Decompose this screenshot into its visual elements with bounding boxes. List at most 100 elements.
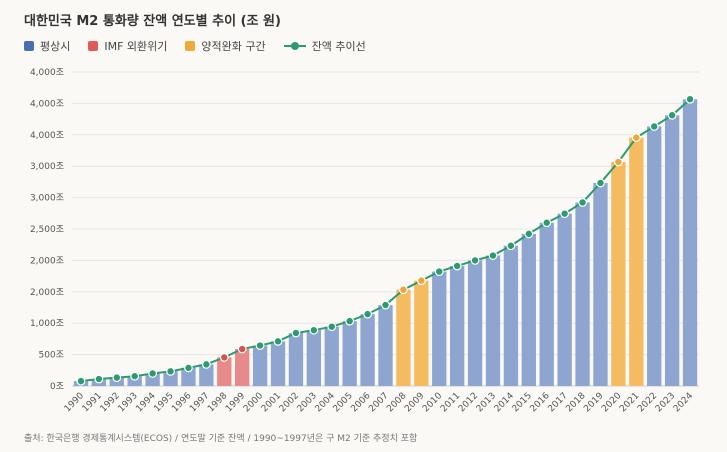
x-tick-label: 1994 (134, 391, 157, 414)
y-tick-label: 2,000조 (30, 256, 64, 266)
legend: 평상시 IMF 외환위기 양적완화 구간 잔액 추이선 (24, 38, 384, 54)
legend-swatch-qe (185, 41, 196, 51)
bar (127, 376, 142, 386)
bar (378, 305, 393, 386)
x-tick-label: 1995 (152, 391, 175, 414)
bar (593, 182, 608, 386)
bar (181, 367, 196, 386)
data-point (631, 133, 641, 142)
legend-item-line: 잔액 추이선 (283, 38, 366, 54)
y-tick-label: 3,000조 (30, 194, 64, 204)
y-tick-label: 1,000조 (30, 319, 64, 329)
bar (217, 357, 232, 386)
bar (539, 222, 554, 386)
data-point (255, 341, 265, 350)
chart-title: 대한민국 M2 통화량 잔액 연도별 추이 (조 원) (24, 14, 281, 29)
x-tick-label: 2018 (564, 391, 587, 414)
y-tick-label: 0조 (50, 382, 64, 392)
bar (682, 99, 698, 387)
bar (252, 345, 268, 386)
bar (664, 115, 680, 387)
bar (270, 341, 286, 386)
data-point (76, 376, 86, 386)
data-point (327, 322, 337, 332)
x-tick-label: 2017 (546, 391, 569, 414)
legend-item-normal: 평상시 (24, 38, 70, 54)
x-tick-label: 1993 (117, 391, 140, 414)
x-tick-label: 2007 (367, 391, 390, 414)
legend-label-line: 잔액 추이선 (311, 40, 366, 53)
data-point (667, 110, 677, 120)
y-tick-label: 4,000조 (30, 68, 64, 78)
data-point (542, 218, 552, 228)
bar (145, 373, 160, 386)
x-tick-label: 2008 (385, 391, 408, 414)
data-point (166, 366, 175, 376)
x-tick-label: 2014 (493, 391, 516, 414)
y-tick-label: 3,000조 (30, 162, 64, 172)
x-tick-label: 1997 (188, 391, 211, 414)
x-tick-label: 2019 (582, 391, 605, 414)
legend-line-icon (283, 41, 306, 51)
data-point (345, 316, 355, 326)
x-tick-label: 2002 (278, 391, 301, 414)
bar (647, 126, 662, 386)
x-tick-label: 2013 (475, 391, 498, 414)
bar (485, 255, 501, 386)
bar (324, 326, 339, 386)
x-tick-label: 2012 (457, 391, 480, 414)
legend-swatch-imf (88, 41, 99, 51)
x-tick-label: 1992 (99, 391, 122, 414)
data-point (434, 267, 444, 276)
data-point (399, 285, 408, 295)
x-tick-label: 2009 (403, 391, 426, 414)
bar (396, 289, 411, 386)
legend-label-imf: IMF 외환위기 (104, 40, 168, 53)
data-point (381, 300, 390, 310)
data-point (309, 325, 319, 335)
x-tick-label: 1990 (63, 391, 86, 414)
data-point (578, 198, 587, 207)
x-tick-label: 2001 (260, 391, 283, 414)
bar (342, 321, 357, 386)
data-point (649, 122, 659, 131)
bar (199, 364, 214, 386)
data-point (273, 336, 283, 346)
bar (449, 265, 465, 386)
bar (288, 332, 304, 386)
x-tick-label: 2005 (332, 391, 355, 414)
bar (611, 162, 626, 386)
data-point (148, 369, 158, 378)
data-point (416, 276, 426, 286)
legend-label-normal: 평상시 (40, 40, 71, 53)
x-tick-label: 2010 (421, 391, 444, 414)
x-tick-label: 2004 (314, 391, 337, 414)
bar (521, 233, 536, 386)
data-point (685, 94, 695, 104)
bar (414, 280, 429, 386)
x-tick-label: 2021 (618, 391, 641, 414)
data-point (291, 328, 301, 338)
x-tick-label: 1998 (206, 391, 229, 414)
x-tick-label: 2015 (511, 391, 534, 414)
data-point (94, 374, 104, 384)
x-tick-label: 1996 (170, 391, 193, 414)
legend-swatch-normal (24, 41, 34, 51)
data-point (596, 178, 605, 188)
x-tick-label: 2006 (349, 391, 372, 414)
x-tick-label: 2023 (654, 391, 677, 414)
data-point (219, 352, 229, 362)
data-point (201, 359, 211, 369)
bar (503, 245, 519, 386)
source-footer: 출처: 한국은행 경제통계시스템(ECOS) / 연도말 기준 잔액 / 199… (24, 434, 418, 444)
bar (557, 213, 572, 386)
x-tick-label: 2020 (600, 391, 623, 414)
legend-label-qe: 양적완화 구간 (201, 40, 266, 53)
bar (432, 271, 447, 386)
x-tick-label: 2024 (672, 391, 695, 414)
data-point (613, 157, 623, 167)
data-point (112, 373, 122, 383)
y-tick-label: 2,000조 (30, 288, 64, 298)
data-point (130, 371, 140, 381)
